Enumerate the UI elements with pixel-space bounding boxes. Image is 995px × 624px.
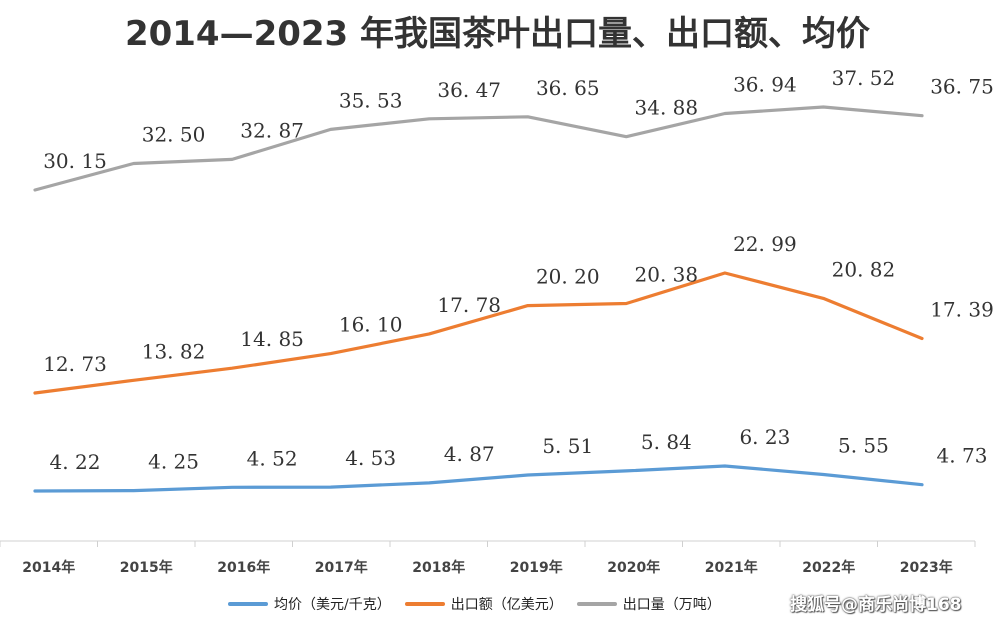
data-label-value: 20. 38 (635, 263, 699, 287)
data-label-volume: 36. 94 (733, 73, 797, 97)
chart-legend: 均价（美元/千克） 出口额（亿美元） 出口量（万吨） (228, 594, 735, 614)
data-label-volume: 36. 65 (536, 76, 600, 100)
data-label-value: 17. 78 (437, 293, 501, 317)
legend-label-volume: 出口量（万吨） (622, 597, 721, 613)
watermark: 搜狐号@商乐尚博168 (790, 595, 962, 615)
series-line-price (33, 464, 924, 493)
data-label-price: 4. 53 (345, 446, 396, 470)
x-axis (0, 540, 976, 547)
series-line-value (33, 271, 924, 395)
legend-item-volume: 出口量（万吨） (576, 594, 721, 614)
data-label-price: 6. 23 (739, 425, 790, 449)
data-label-price: 4. 87 (444, 442, 495, 466)
data-label-price: 5. 51 (542, 434, 593, 458)
series-line-volume (33, 105, 924, 192)
data-label-value: 17. 39 (930, 297, 994, 321)
data-label-value: 13. 82 (142, 339, 206, 363)
legend-swatch-price (228, 602, 268, 606)
data-label-volume: 36. 47 (437, 78, 501, 102)
data-label-volume: 36. 75 (930, 75, 994, 99)
data-label-volume: 30. 15 (43, 149, 107, 173)
x-tick-label: 2015年 (120, 559, 173, 576)
x-tick-label: 2018年 (412, 559, 465, 576)
data-label-price: 4. 73 (937, 444, 988, 468)
data-label-price: 4. 52 (247, 446, 298, 470)
data-label-volume: 37. 52 (832, 66, 896, 90)
series-lines (33, 105, 924, 493)
x-tick-label: 2022年 (802, 559, 855, 576)
data-label-volume: 32. 87 (240, 118, 304, 142)
legend-label-price: 均价（美元/千克） (274, 597, 391, 613)
x-tick-label: 2017年 (315, 559, 368, 576)
data-label-volume: 34. 88 (635, 96, 699, 120)
data-label-value: 14. 85 (240, 327, 304, 351)
legend-item-price: 均价（美元/千克） (228, 594, 391, 614)
data-label-value: 16. 10 (339, 313, 403, 337)
x-tick-label: 2020年 (607, 559, 660, 576)
data-label-price: 5. 84 (641, 430, 692, 454)
data-label-volume: 32. 50 (142, 123, 206, 147)
chart-title: 2014—2023 年我国茶叶出口量、出口额、均价 (124, 14, 871, 54)
data-label-price: 4. 25 (148, 450, 199, 474)
data-label-value: 22. 99 (733, 232, 797, 256)
x-tick-label: 2016年 (217, 559, 270, 576)
data-labels: 4. 22 4. 25 4. 52 4. 53 4. 87 5. 51 5. 84 6. 23… (43, 66, 994, 474)
x-tick-labels: 2014年 2015年 2016年 2017年 2018年 2019年 2020年 2021年… (22, 559, 952, 576)
legend-label-value: 出口额（亿美元） (450, 597, 563, 613)
data-label-price: 5. 55 (838, 433, 889, 457)
x-tick-label: 2014年 (22, 559, 75, 576)
x-tick-label: 2019年 (510, 559, 563, 576)
data-label-volume: 35. 53 (339, 88, 403, 112)
legend-swatch-value (404, 602, 445, 606)
data-label-value: 20. 82 (832, 257, 896, 281)
data-label-value: 20. 20 (536, 265, 600, 289)
x-tick-label: 2021年 (705, 559, 758, 576)
data-label-price: 4. 22 (50, 450, 101, 474)
data-label-value: 12. 73 (43, 352, 107, 376)
legend-item-value: 出口额（亿美元） (404, 594, 563, 614)
legend-swatch-volume (576, 602, 617, 606)
x-tick-label: 2023年 (900, 559, 953, 576)
